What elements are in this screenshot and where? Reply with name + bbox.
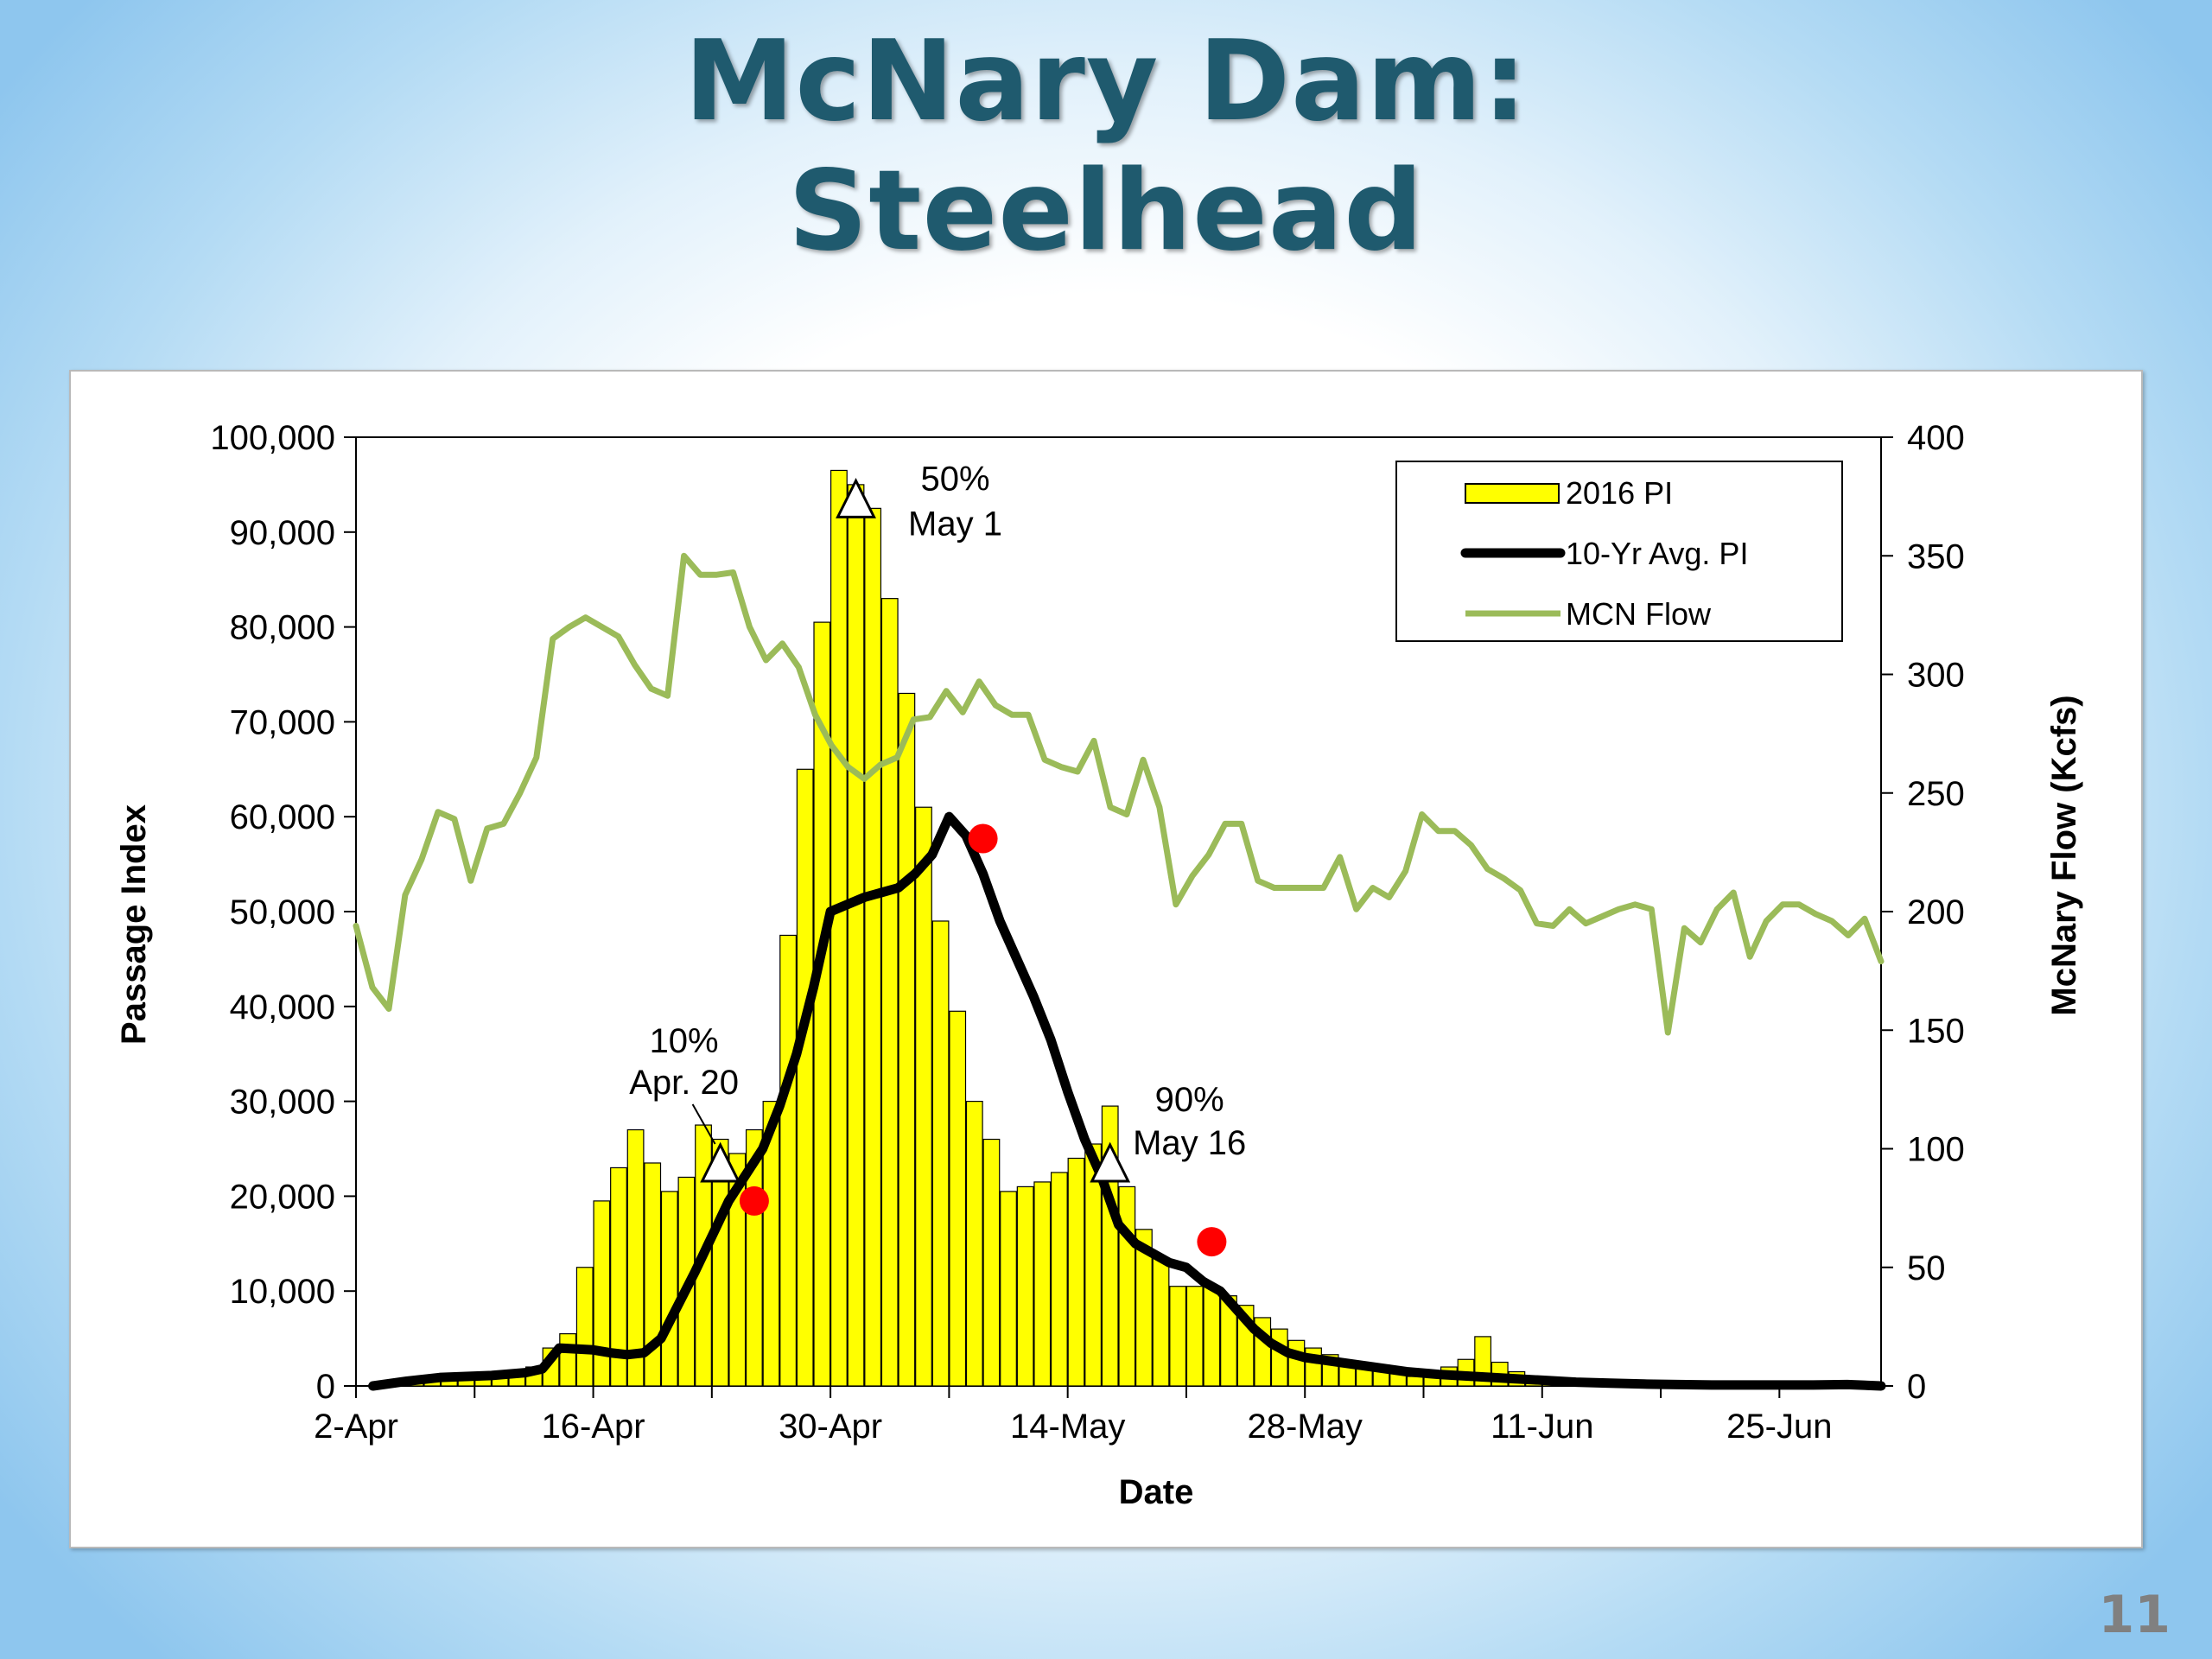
bar [779,934,797,1387]
bar [982,1138,1001,1387]
bar [1135,1229,1153,1387]
annotation-percent: 10% [650,1022,719,1060]
y2-tick-label: 250 [1907,775,1965,813]
legend-swatch-bars [1465,483,1560,504]
bar [1287,1339,1306,1387]
y-tick-label: 20,000 [230,1178,335,1216]
triangle-marker [1090,1141,1131,1183]
bar [1203,1286,1221,1387]
bar [610,1166,627,1387]
bar [915,806,932,1387]
bar [1169,1286,1187,1387]
y-axis-title: Passage Index [115,804,153,1045]
bar [1016,1185,1034,1387]
y-tick-label: 50,000 [230,893,335,931]
y2-tick-label: 200 [1907,893,1965,931]
bar [660,1191,678,1387]
red-marker-dot [1197,1227,1227,1257]
x-tick-label: 11-Jun [1491,1408,1593,1446]
line-series-mcn-flow [353,552,1885,1036]
annotation-percent: 90% [1155,1081,1224,1119]
legend-label: MCN Flow [1566,596,1712,632]
x-tick-label: 28-May [1248,1408,1363,1446]
annotations: 10% Apr. 20 50% May 1 90% May 16 [629,460,1246,1183]
bar [864,507,882,1387]
bar [1406,1376,1424,1387]
mcn-flow-line [353,552,1885,1036]
y2-tick-label: 0 [1907,1368,1926,1406]
red-marker-dot [968,823,998,854]
slide-title-line-2: Steelhead [788,147,1424,276]
slide-title-line-1: McNary Dam: [683,17,1529,146]
legend-label: 2016 PI [1566,475,1673,511]
triangle-marker [700,1141,741,1183]
legend-label: 10-Yr Avg. PI [1566,536,1748,571]
annotation-leader-line [691,1103,716,1145]
bar [593,1200,611,1387]
bar [728,1153,747,1387]
bar [1152,1257,1170,1387]
y-tick-label: 10,000 [230,1273,335,1311]
y2-tick-label: 100 [1907,1131,1965,1169]
annotation-percent: 50% [920,460,989,498]
bar [575,1267,594,1387]
page-number: 11 [2098,1585,2171,1645]
y-tick-label: 90,000 [230,514,335,552]
legend: 2016 PI 10-Yr Avg. PI MCN Flow [1395,461,1843,642]
avg-pi-line [368,811,1886,1391]
y2-tick-label: 400 [1907,419,1965,457]
x-tick-label: 14-May [1010,1408,1125,1446]
y2-axis-title: McNary Flow (Kcfs) [2045,695,2083,1015]
chart: 0 10,000 20,000 30,000 40,000 50,000 60,000 70,… [115,419,2083,1511]
y-tick-label: 30,000 [230,1084,335,1122]
y-tick-label: 40,000 [230,988,335,1027]
y2-tick-label: 350 [1907,537,1965,575]
bar [644,1162,662,1387]
axes: 0 10,000 20,000 30,000 40,000 50,000 60,000 70,… [210,419,1964,1446]
x-tick-label: 30-Apr [779,1408,882,1446]
bar [1270,1328,1288,1387]
bar [931,920,950,1387]
bar [1185,1286,1204,1387]
bar [1118,1185,1136,1387]
chart-panel: 0 10,000 20,000 30,000 40,000 50,000 60,000 70,… [69,370,2143,1548]
bar [965,1100,983,1387]
bar [626,1128,645,1387]
annotation-date: Apr. 20 [629,1064,739,1102]
y2-tick-label: 50 [1907,1249,1946,1287]
x-tick-label: 16-Apr [542,1408,645,1446]
y-tick-label: 60,000 [230,798,335,836]
x-axis-title: Date [1119,1473,1194,1511]
y2-tick-label: 150 [1907,1012,1965,1050]
y2-tick-label: 300 [1907,657,1965,695]
bar [1000,1191,1017,1387]
bar [1067,1157,1085,1387]
bar [898,692,916,1387]
x-tick-label: 25-Jun [1726,1408,1832,1446]
bar [847,484,865,1387]
annotation-markers [739,823,1227,1257]
y-tick-label: 80,000 [230,609,335,647]
bar [1050,1172,1068,1387]
bar [1084,1143,1102,1387]
red-marker-dot [739,1185,769,1216]
bar [559,1333,577,1387]
bar [762,1100,780,1387]
bar [880,598,899,1387]
bar [1033,1181,1052,1387]
triangle-marker [836,478,876,518]
annotation-date: May 1 [908,505,1002,543]
bar [796,768,814,1387]
x-tick-label: 2-Apr [314,1408,398,1446]
y-tick-label: 100,000 [210,419,335,457]
y-tick-label: 70,000 [230,703,335,741]
bar [949,1010,967,1387]
bar [830,469,848,1387]
slide-title: McNary Dam: Steelhead [0,17,2212,276]
annotation-date: May 16 [1133,1124,1246,1162]
line-series-10yr-avg [368,811,1886,1391]
y-tick-label: 0 [316,1368,335,1406]
